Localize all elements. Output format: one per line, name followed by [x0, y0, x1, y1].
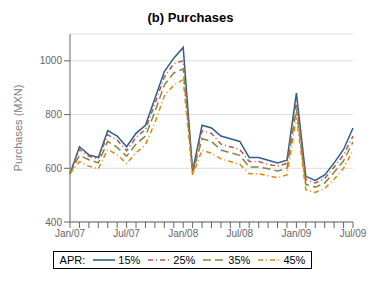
svg-text:400: 400 [45, 217, 62, 228]
html-text:45%: 45% [283, 254, 306, 266]
svg-text:Jul/07: Jul/07 [113, 228, 140, 239]
svg-text:Jan/09: Jan/09 [281, 228, 311, 239]
html-text:15%: 15% [118, 254, 141, 266]
svg-text:1000: 1000 [40, 55, 63, 66]
html-text:(b) Purchases: (b) Purchases [147, 10, 234, 25]
html-text:25%: 25% [173, 254, 196, 266]
html-text:35%: 35% [228, 254, 251, 266]
svg-text:Jul/08: Jul/08 [226, 228, 253, 239]
svg-text:800: 800 [45, 109, 62, 120]
html-text:APR:: APR: [59, 254, 86, 266]
svg-text:Purchases (MXN): Purchases (MXN) [12, 85, 24, 172]
svg-text:600: 600 [45, 163, 62, 174]
svg-text:Jan/08: Jan/08 [168, 228, 198, 239]
svg-text:Jul/09: Jul/09 [340, 228, 367, 239]
svg-text:Jan/07: Jan/07 [55, 228, 85, 239]
